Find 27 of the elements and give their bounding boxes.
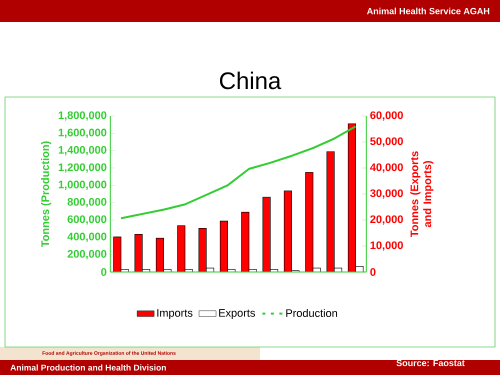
y2-tick-label: 40,000 [370,163,403,173]
legend-label: Exports [219,309,255,319]
text: Animal Health Service AGAH [366,8,490,14]
y-axis-title: Tonnes (Production) [41,141,52,248]
y-tick-label: 1,400,000 [58,146,106,156]
line-series [120,125,357,220]
legend-label: Imports [157,309,192,319]
y-tick-label: 400,000 [67,232,106,242]
y2-tick-label: 0 [370,268,376,276]
y-tick-label: 0 [101,268,106,276]
y2-tick-label: 50,000 [370,137,403,147]
legend-label: Production [286,308,338,317]
y-tick-label: 1,600,000 [58,128,106,138]
y2-tick-label: 30,000 [370,189,403,199]
y2-tick-label: 10,000 [370,241,403,251]
y2-tick-label: 20,000 [370,215,403,225]
y-tick-label: 1,800,000 [58,111,106,121]
source-note: Source: Faostat [396,360,465,366]
y-tick-label: 1,000,000 [58,180,106,190]
chart-title: China [220,72,282,90]
y-tick-label: 200,000 [68,250,106,260]
y2-axis-title: Tonnes (Exports and Imports) [410,151,434,238]
y-tick-label: 600,000 [68,215,106,225]
y-tick-label: 800,000 [68,198,106,208]
text: Animal Production and Health Division [10,364,166,371]
y-tick-label: 1,200,000 [58,163,106,173]
y2-tick-label: 60,000 [370,111,403,121]
